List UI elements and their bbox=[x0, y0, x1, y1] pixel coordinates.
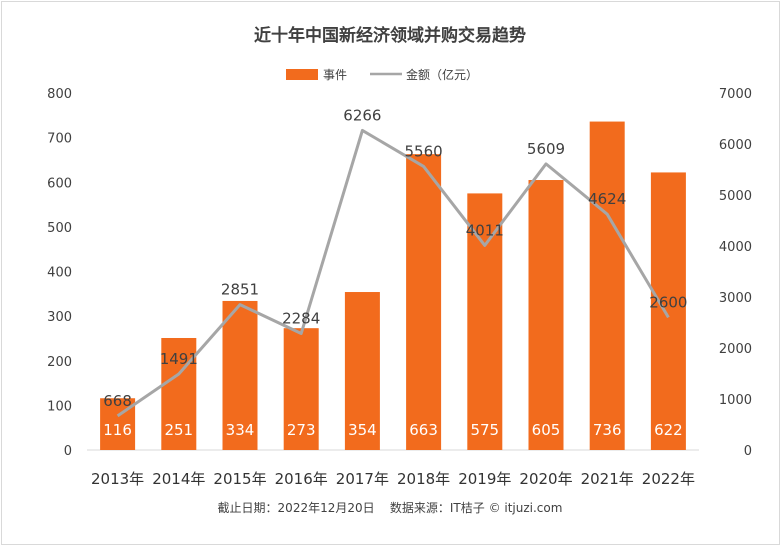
right-tick-label: 6000 bbox=[719, 138, 752, 153]
left-tick-label: 0 bbox=[64, 444, 72, 459]
line-data-label: 2851 bbox=[221, 281, 259, 299]
bar-data-label: 273 bbox=[287, 421, 316, 439]
bar-data-label: 605 bbox=[532, 421, 561, 439]
right-tick-label: 0 bbox=[744, 444, 752, 459]
bar bbox=[650, 172, 686, 450]
line-data-label: 5560 bbox=[405, 142, 443, 160]
right-tick-label: 3000 bbox=[719, 291, 752, 306]
line-data-label: 5609 bbox=[527, 140, 565, 158]
bar-labels: 116 251 334 273 354 663 575 605 736 622 bbox=[103, 421, 682, 439]
bar-data-label: 663 bbox=[409, 421, 438, 439]
x-tick-label: 2015年 bbox=[213, 470, 266, 488]
bar-data-label: 251 bbox=[164, 421, 193, 439]
left-tick-label: 100 bbox=[47, 399, 72, 414]
chart-title: 近十年中国新经济领域并购交易趋势 bbox=[254, 25, 526, 46]
right-tick-label: 7000 bbox=[719, 87, 752, 102]
x-tick-label: 2013年 bbox=[91, 470, 144, 488]
line-labels: 668 1491 2851 2284 6266 5560 4011 5609 4624 2600 bbox=[103, 106, 687, 409]
x-tick-label: 2017年 bbox=[336, 470, 389, 488]
bar bbox=[406, 154, 442, 451]
legend: 事件 金额（亿元） bbox=[286, 67, 478, 82]
amount-line bbox=[116, 128, 670, 418]
left-tick-label: 800 bbox=[47, 87, 72, 102]
bar-data-label: 736 bbox=[593, 421, 622, 439]
bar-data-label: 622 bbox=[654, 421, 683, 439]
left-tick-label: 600 bbox=[47, 176, 72, 191]
right-tick-label: 4000 bbox=[719, 240, 752, 255]
bar-data-label: 334 bbox=[226, 421, 255, 439]
line-data-label: 4624 bbox=[588, 190, 626, 208]
bar bbox=[222, 300, 258, 450]
left-axis: 0 100 200 300 400 500 600 700 800 bbox=[47, 87, 72, 459]
left-tick-label: 200 bbox=[47, 355, 72, 370]
line-data-label: 4011 bbox=[466, 221, 504, 239]
line-data-label: 2284 bbox=[282, 310, 320, 328]
bar bbox=[161, 337, 197, 450]
x-axis: 2013年 2014年 2015年 2016年 2017年 2018年 2019年 2020年… bbox=[91, 470, 695, 488]
left-tick-label: 400 bbox=[47, 266, 72, 281]
left-tick-label: 300 bbox=[47, 310, 72, 325]
bar-data-label: 354 bbox=[348, 421, 377, 439]
x-tick-label: 2021年 bbox=[581, 470, 634, 488]
bar bbox=[528, 180, 564, 451]
x-tick-label: 2022年 bbox=[642, 470, 695, 488]
line-data-label: 668 bbox=[103, 392, 132, 410]
bar bbox=[344, 292, 380, 450]
footer-source: 截止日期：2022年12月20日 数据来源：IT桔子 © itjuzi.com bbox=[218, 500, 563, 515]
bar bbox=[589, 121, 625, 450]
x-tick-label: 2019年 bbox=[458, 470, 511, 488]
right-tick-label: 1000 bbox=[719, 393, 752, 408]
bar-data-label: 116 bbox=[103, 421, 132, 439]
x-tick-label: 2018年 bbox=[397, 470, 450, 488]
right-tick-label: 2000 bbox=[719, 342, 752, 357]
x-tick-label: 2020年 bbox=[519, 470, 572, 488]
x-tick-label: 2016年 bbox=[275, 470, 328, 488]
line-data-label: 2600 bbox=[649, 293, 687, 311]
right-axis: 0 1000 2000 3000 4000 5000 6000 7000 bbox=[719, 87, 752, 459]
line-data-label: 1491 bbox=[160, 350, 198, 368]
left-tick-label: 700 bbox=[47, 132, 72, 147]
left-tick-label: 500 bbox=[47, 221, 72, 236]
bar bbox=[467, 193, 503, 450]
legend-swatch-events bbox=[286, 69, 318, 80]
bar-data-label: 575 bbox=[470, 421, 499, 439]
legend-label-events: 事件 bbox=[323, 68, 347, 82]
legend-label-amount: 金额（亿元） bbox=[406, 67, 478, 82]
x-tick-label: 2014年 bbox=[152, 470, 205, 488]
bar bbox=[283, 328, 319, 450]
right-tick-label: 5000 bbox=[719, 189, 752, 204]
bar-series bbox=[100, 121, 686, 451]
line-data-label: 6266 bbox=[343, 106, 381, 124]
